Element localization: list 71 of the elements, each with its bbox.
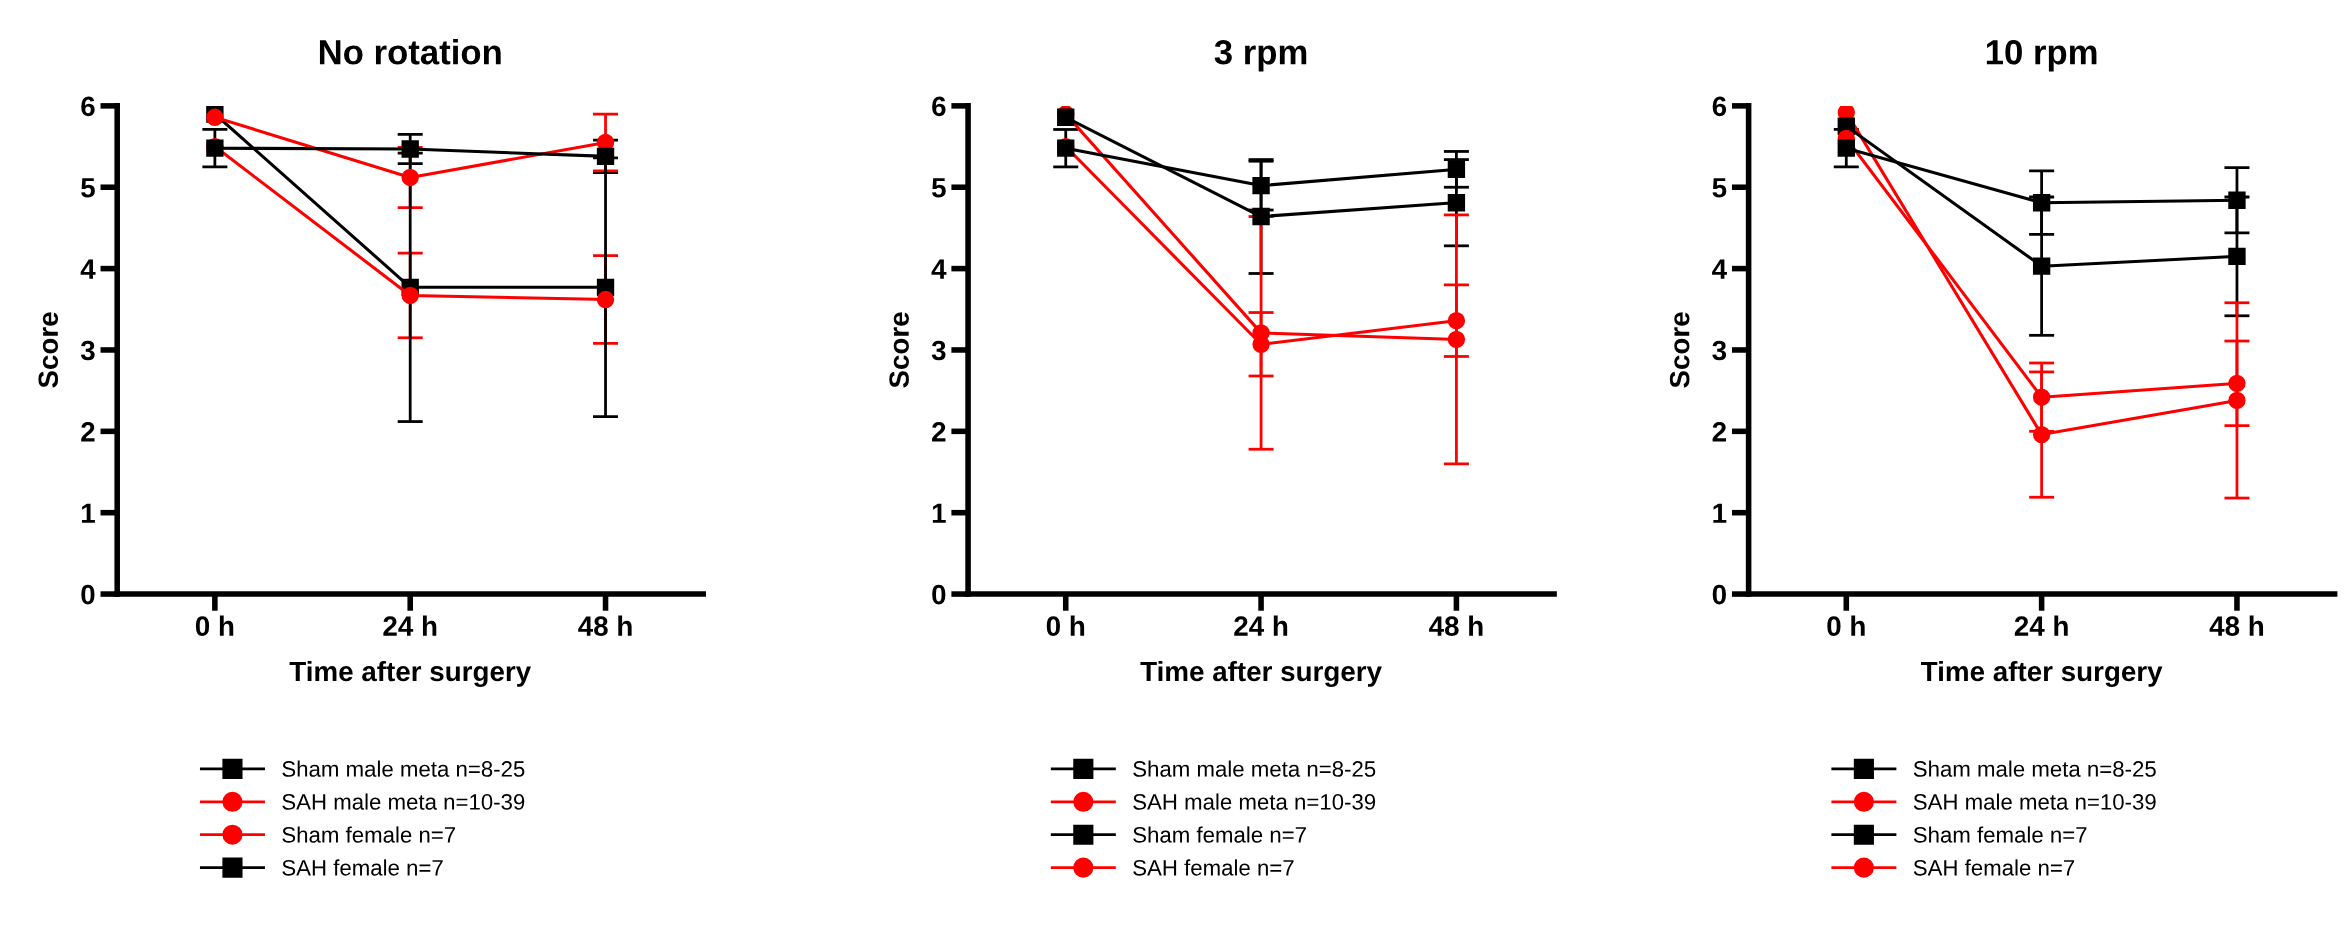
legend-label: SAH male meta n=10-39 (1133, 793, 1376, 810)
point (401, 168, 419, 187)
x-axis-title: Time after surgery (1921, 660, 2163, 687)
x-axis-title: Time after surgery (1140, 660, 1382, 687)
point (2228, 247, 2246, 266)
point (2032, 194, 2051, 212)
point (2032, 388, 2051, 406)
x-tick-label: 24 h (1234, 615, 1288, 636)
y-tick-label: 5 (1712, 178, 1727, 198)
x-tick-label: 0 h (1827, 615, 1865, 636)
y-tick-label: 6 (932, 96, 946, 117)
point (1447, 330, 1466, 349)
chart-title: 3 rpm (1214, 39, 1307, 72)
legend-label: Sham male meta n=8-25 (282, 760, 525, 777)
point (2228, 391, 2246, 410)
y-tick-label: 4 (1712, 259, 1727, 279)
y-tick-label: 4 (80, 259, 96, 279)
y-tick-label: 0 (932, 584, 946, 605)
legend-label: Sham male meta n=8-25 (1913, 760, 2156, 777)
legend-label: SAH female n=7 (282, 859, 443, 876)
point (596, 290, 615, 309)
x-axis-title: Time after surgery (289, 660, 531, 687)
y-tick-label: 2 (1712, 422, 1726, 442)
legend-label: SAH male meta n=10-39 (1913, 793, 2156, 810)
y-tick-label: 6 (1712, 96, 1727, 117)
y-tick-label: 5 (81, 178, 95, 198)
y-tick-label: 1 (932, 503, 946, 523)
y-tick-label: 0 (1712, 584, 1726, 605)
y-tick-label: 5 (931, 178, 946, 198)
point (2228, 191, 2246, 209)
point (2032, 257, 2051, 275)
y-tick-label: 3 (80, 340, 95, 361)
x-tick-label: 0 h (1046, 615, 1085, 636)
y-tick-label: 1 (1713, 503, 1727, 523)
chart-title: 10 rpm (1986, 39, 2097, 72)
legend-label: SAH female n=7 (1913, 859, 2075, 876)
x-tick-label: 48 h (2209, 615, 2264, 636)
legend-label: Sham female n=7 (1913, 826, 2087, 843)
point (1447, 312, 1466, 330)
point (401, 286, 419, 305)
y-tick-label: 1 (81, 503, 95, 523)
point (2032, 425, 2051, 444)
point (1252, 207, 1270, 226)
y-tick-label: 6 (81, 96, 95, 117)
x-tick-label: 48 h (578, 615, 632, 636)
point (2228, 374, 2246, 393)
point (596, 147, 615, 166)
y-axis-title: Score (1669, 312, 1690, 388)
y-tick-label: 2 (932, 422, 946, 442)
x-tick-label: 24 h (2014, 615, 2068, 636)
legend-label: SAH female n=7 (1133, 859, 1294, 876)
legend-label: Sham male meta n=8-25 (1133, 760, 1376, 777)
chart-title: No rotation (319, 39, 501, 65)
y-tick-label: 3 (931, 340, 946, 361)
x-tick-label: 24 h (383, 615, 437, 636)
y-axis-title: Score (889, 312, 909, 388)
point (1837, 139, 1855, 157)
point (1252, 176, 1270, 195)
point (1447, 194, 1466, 212)
x-tick-label: 0 h (195, 615, 234, 636)
legend-label: SAH male meta n=10-39 (282, 793, 525, 810)
point (401, 140, 419, 158)
y-tick-label: 4 (931, 259, 947, 279)
x-tick-label: 48 h (1429, 615, 1483, 636)
point (1447, 160, 1466, 179)
legend-label: Sham female n=7 (282, 826, 456, 843)
y-axis-title: Score (38, 312, 59, 388)
y-tick-label: 0 (81, 584, 95, 605)
y-tick-label: 3 (1712, 340, 1727, 361)
legend-label: Sham female n=7 (1133, 826, 1306, 843)
y-tick-label: 2 (81, 422, 95, 442)
